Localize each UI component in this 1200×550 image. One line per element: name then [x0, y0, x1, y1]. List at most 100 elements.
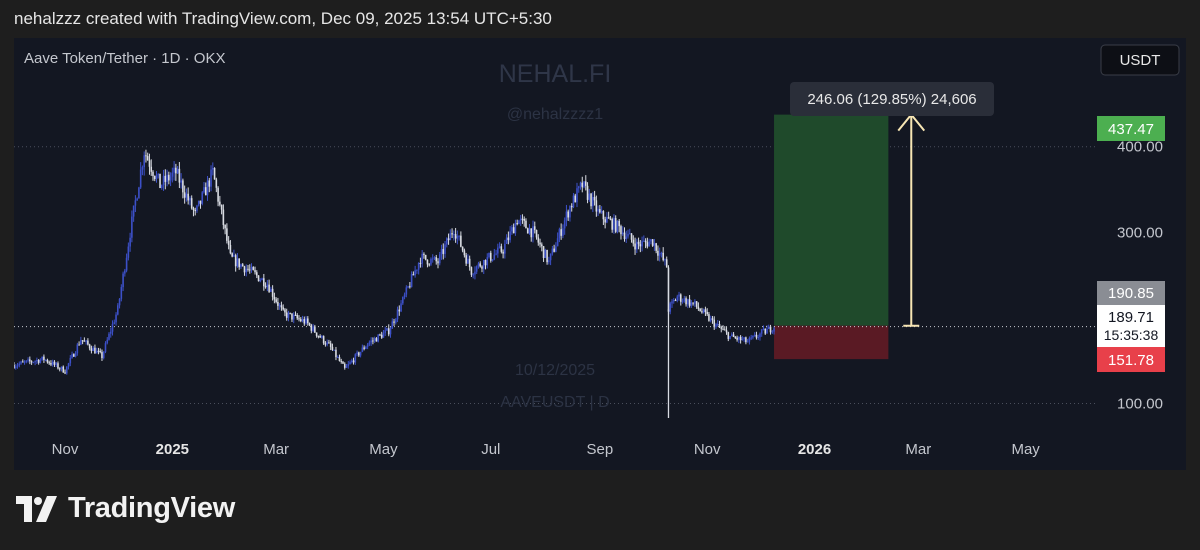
candle-up: [672, 297, 675, 304]
candle-body: [266, 284, 269, 288]
candle-body: [593, 196, 596, 201]
candle-down: [164, 169, 167, 190]
candle-body: [497, 247, 499, 254]
candle-body: [219, 201, 221, 205]
candle-up: [597, 205, 599, 216]
candle-body: [233, 255, 235, 257]
candle-down: [539, 238, 541, 248]
candle-down: [599, 204, 601, 214]
candle-down: [222, 204, 225, 230]
candle-up: [336, 355, 339, 359]
candle-down: [734, 336, 737, 340]
candle-down: [593, 190, 596, 206]
currency-button-label[interactable]: USDT: [1120, 52, 1161, 69]
measure-label-box: [790, 82, 994, 116]
candle-body: [516, 222, 518, 225]
candle-up: [51, 359, 54, 367]
candle-body: [94, 347, 96, 354]
candle-down: [317, 335, 320, 339]
candle-body: [467, 258, 469, 264]
candle-up: [504, 239, 506, 259]
candle-up: [746, 338, 749, 343]
candle-down: [226, 223, 228, 244]
candle-up: [36, 357, 38, 364]
candle-up: [511, 224, 513, 235]
candle-body: [512, 227, 515, 234]
chart-panel[interactable]: Aave Token/Tether · 1D · OKX NEHAL.FI @n…: [13, 38, 1186, 470]
candle-body: [537, 237, 540, 243]
candle-body: [102, 351, 105, 359]
candle-up: [108, 332, 110, 341]
candle-body: [247, 268, 249, 270]
candle-body: [328, 342, 330, 344]
candle-up: [127, 242, 130, 261]
candle-down: [168, 171, 170, 185]
candle-down: [489, 250, 492, 263]
candle-body: [238, 258, 240, 268]
candle-down: [607, 211, 610, 219]
grid-lines: [14, 146, 1096, 404]
candle-body: [572, 195, 575, 208]
candle-body: [192, 208, 195, 211]
candle-up: [440, 244, 443, 260]
candle-body: [252, 267, 255, 271]
candle-up: [55, 362, 58, 368]
candle-down: [623, 227, 626, 242]
candle-body: [665, 259, 668, 268]
candle-body: [76, 344, 79, 354]
candle-body: [136, 198, 138, 201]
profit-zone[interactable]: [774, 114, 889, 326]
candle-body: [525, 220, 527, 229]
price-chart[interactable]: Aave Token/Tether · 1D · OKX NEHAL.FI @n…: [13, 38, 1186, 470]
candle-up: [210, 165, 212, 192]
time-tick-label: 2025: [156, 441, 189, 458]
candle-body: [398, 309, 401, 312]
candle-down: [213, 167, 216, 180]
candle-down: [426, 259, 429, 268]
candle-body: [753, 334, 756, 336]
candle-body: [671, 301, 673, 304]
candle-down: [512, 223, 515, 234]
candle-up: [431, 254, 434, 263]
candle-body: [145, 155, 147, 157]
candle-body: [308, 323, 311, 326]
candle-down: [243, 265, 246, 276]
candle-up: [240, 263, 242, 269]
candle-up: [421, 250, 423, 268]
candle-body: [180, 180, 182, 183]
candle-body: [419, 262, 422, 264]
candle-body: [477, 263, 480, 267]
attribution-text: nehalzzz created with TradingView.com, D…: [14, 9, 552, 28]
candle-body: [298, 318, 300, 320]
price-tick-label: 400.00: [1117, 139, 1163, 156]
tradingview-brand: TradingView: [16, 492, 235, 525]
candle-down: [706, 308, 708, 316]
candle-down: [30, 360, 33, 365]
time-axis[interactable]: Nov 2025 Mar May Jul Sep Nov 2026 Mar May: [52, 441, 1041, 458]
candle-up: [495, 249, 497, 256]
candle-body: [248, 269, 251, 271]
tradingview-logo-icon: [16, 495, 57, 522]
candle-up: [261, 277, 263, 281]
candle-down: [704, 306, 707, 317]
currency-button[interactable]: [1100, 44, 1180, 76]
candle-body: [384, 330, 387, 333]
candle-body: [409, 286, 411, 288]
candle-body: [451, 233, 453, 235]
candle-down: [217, 186, 219, 207]
candle-body: [643, 240, 645, 242]
candle-up: [748, 336, 751, 345]
candle-down: [644, 238, 647, 249]
candle-body: [361, 347, 364, 352]
loss-zone[interactable]: [774, 325, 889, 360]
candle-body: [324, 343, 327, 345]
candle-down: [264, 282, 267, 289]
entry-price-badge: [1097, 281, 1165, 305]
candle-body: [690, 302, 693, 306]
candle-body: [97, 350, 100, 352]
candle-down: [53, 360, 56, 367]
candle-up: [245, 264, 248, 277]
candle-up: [676, 294, 679, 303]
candle-up: [39, 358, 42, 364]
candle-up: [44, 359, 47, 362]
